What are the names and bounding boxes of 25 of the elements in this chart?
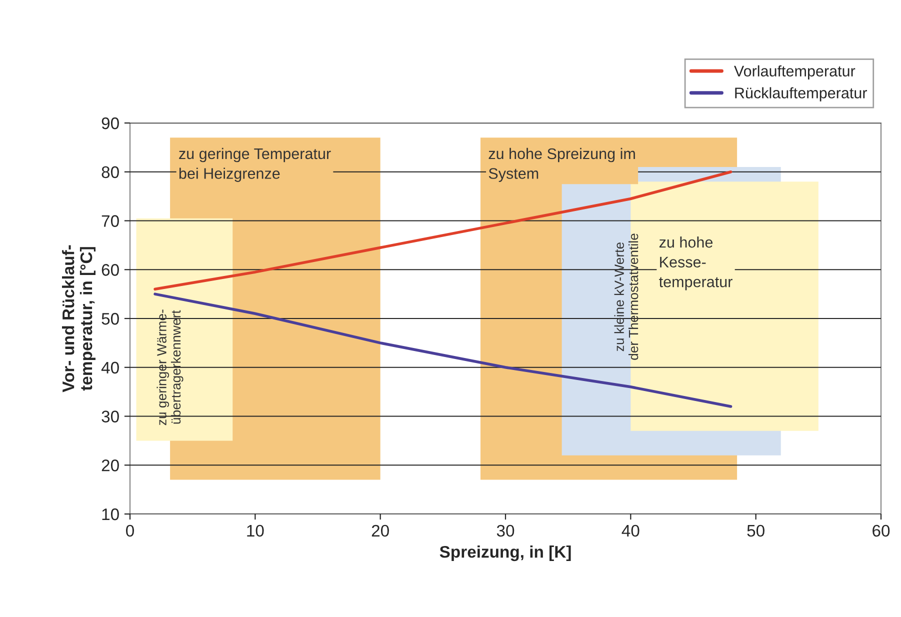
- x-tick-label: 60: [872, 524, 890, 537]
- y-tick-label: 50: [102, 312, 119, 325]
- y-axis-title: Vor- und Rücklauf- temperatur, in [°C]: [62, 245, 96, 392]
- x-tick-label: 10: [247, 524, 264, 537]
- y-tick-label: 10: [102, 508, 119, 520]
- legend-label: Vorlauftemperatur: [734, 65, 856, 80]
- y-tick-label: 90: [102, 117, 119, 130]
- band-label: zu hohe Spreizung im System: [488, 148, 635, 182]
- band-label: zu kleine kV-Werte der Thermostatventile: [614, 234, 638, 360]
- y-tick-label: 20: [102, 460, 119, 472]
- y-tick-label: 40: [101, 362, 119, 374]
- band-label: zu hohe Kesse- temperatur: [659, 236, 732, 290]
- y-tick-label: 80: [102, 166, 119, 178]
- x-tick-label: 50: [747, 524, 764, 537]
- y-tick-label: 30: [102, 410, 119, 422]
- x-axis-title: Spreizung, in [K]: [440, 546, 571, 562]
- y-tick-label: 70: [102, 215, 119, 227]
- band-label: zu geringe Temperatur bei Heizgrenze: [179, 148, 331, 182]
- y-tick-label: 60: [102, 264, 119, 276]
- x-tick-label: 20: [372, 524, 389, 537]
- x-tick-label: 40: [622, 524, 640, 537]
- band-label: zu geringer Wärme- übertragerkennwert: [156, 310, 184, 426]
- legend-label: Rücklauftemperatur: [735, 87, 868, 102]
- x-tick-label: 0: [126, 524, 134, 537]
- x-tick-label: 30: [496, 524, 514, 537]
